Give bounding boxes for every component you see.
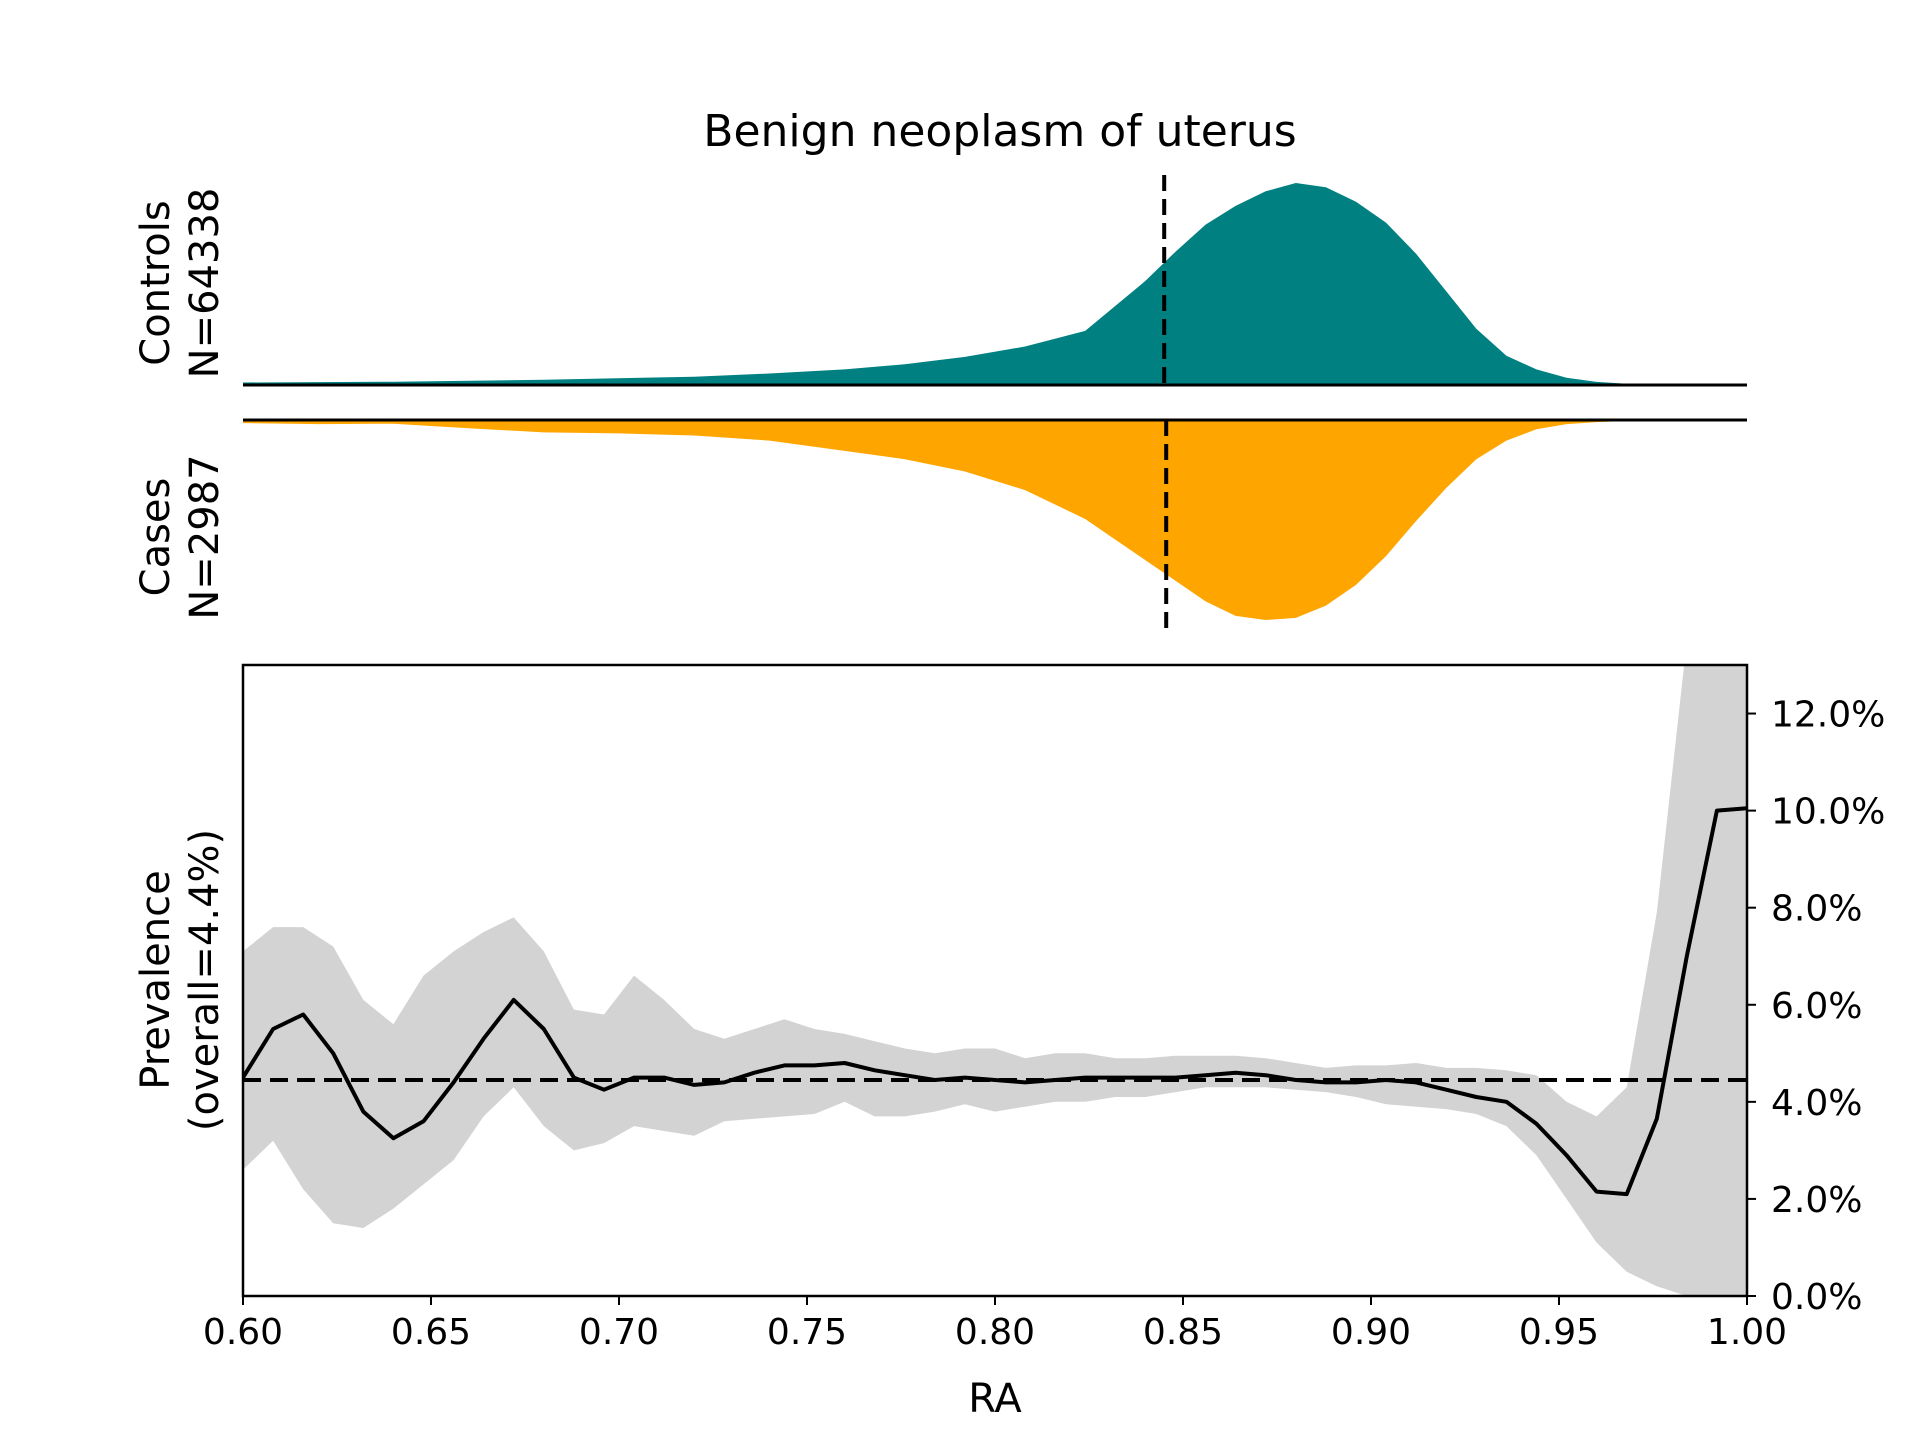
controls-panel: Controls N=64338 [133, 175, 1747, 387]
controls-label: Controls [133, 200, 179, 365]
x-tick-label: 0.80 [955, 1312, 1035, 1353]
y-tick-label: 2.0% [1771, 1180, 1862, 1221]
y-tick-label: 6.0% [1771, 986, 1862, 1027]
controls-count: N=64338 [182, 188, 228, 379]
x-tick-label: 0.95 [1519, 1312, 1599, 1353]
y-tick-label: 4.0% [1771, 1083, 1862, 1124]
x-axis-label: RA [968, 1376, 1022, 1422]
confidence-band [243, 665, 1747, 1296]
cases-panel: Cases N=2987 [133, 418, 1747, 630]
prevalence-panel: 0.60 0.65 0.70 0.75 0.80 0.85 0.90 0.95 1.00 0.0… [133, 663, 1885, 1422]
y-axis-label: Prevalence [133, 870, 179, 1089]
cases-density-area [243, 420, 1747, 620]
y-axis-right: 0.0% 2.0% 4.0% 6.0% 8.0% 10.0% 12.0% [1747, 695, 1885, 1318]
x-tick-label: 0.70 [579, 1312, 659, 1353]
y-tick-label: 10.0% [1771, 792, 1885, 833]
x-axis: 0.60 0.65 0.70 0.75 0.80 0.85 0.90 0.95 1.00 [203, 1296, 1787, 1353]
x-tick-label: 0.90 [1331, 1312, 1411, 1353]
x-tick-label: 1.00 [1707, 1312, 1787, 1353]
chart-title: Benign neoplasm of uterus [703, 106, 1296, 157]
y-tick-label: 8.0% [1771, 889, 1862, 930]
cases-count: N=2987 [182, 454, 228, 619]
prevalence-line [243, 806, 1747, 1197]
y-tick-label: 12.0% [1771, 695, 1885, 736]
cases-label: Cases [133, 478, 179, 597]
controls-density-area [243, 183, 1747, 385]
x-tick-label: 0.65 [391, 1312, 471, 1353]
x-tick-label: 0.75 [767, 1312, 847, 1353]
y-axis-label-sub: (overall=4.4%) [182, 829, 228, 1131]
y-tick-label: 0.0% [1771, 1277, 1862, 1318]
x-tick-label: 0.85 [1143, 1312, 1223, 1353]
x-tick-label: 0.60 [203, 1312, 283, 1353]
